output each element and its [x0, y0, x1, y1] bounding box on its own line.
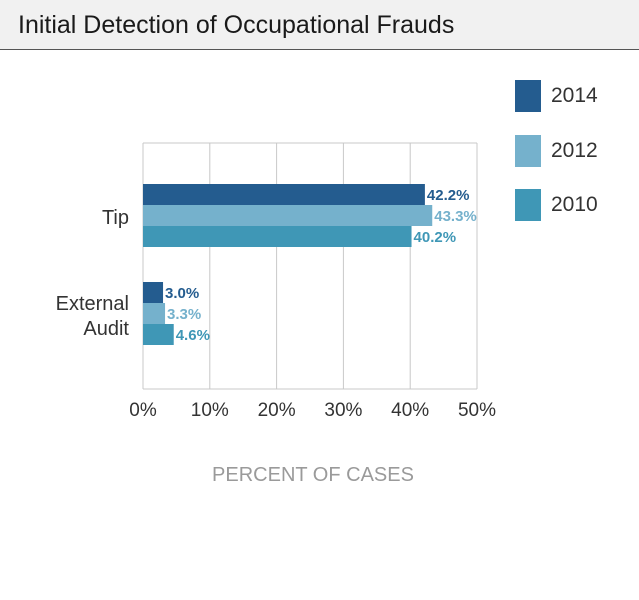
legend-item-2012: 2012 — [515, 135, 635, 169]
chart-title: Initial Detection of Occupational Frauds — [18, 11, 455, 39]
data-label-2010-0: 40.2% — [414, 229, 457, 246]
legend-label-2014: 2014 — [551, 84, 598, 107]
category-label: Tip — [102, 207, 129, 229]
data-label-2014-0: 42.2% — [427, 187, 470, 204]
data-label-2012-0: 43.3% — [434, 208, 477, 225]
bar-2012-1 — [143, 303, 166, 324]
category-label-line: Audit — [83, 318, 129, 340]
bar-2014-1 — [143, 282, 164, 303]
x-tick-label: 0% — [129, 400, 157, 421]
category-label-line: External — [56, 293, 129, 315]
legend-label-2012: 2012 — [551, 139, 598, 162]
category-label: External Audit — [56, 293, 130, 340]
chart-header: Initial Detection of Occupational Frauds — [0, 0, 639, 50]
legend-label-2010: 2010 — [551, 193, 598, 216]
x-tick-label: 50% — [458, 400, 496, 421]
x-tick-label: 30% — [324, 400, 362, 421]
x-tick-label: 10% — [191, 400, 229, 421]
data-label-2014-1: 3.0% — [165, 285, 199, 302]
bar-2010-1 — [143, 324, 174, 345]
legend-swatch-2012 — [515, 135, 541, 167]
bar-2012-0 — [143, 205, 433, 226]
bar-2010-0 — [143, 226, 412, 247]
legend-item-2010: 2010 — [515, 189, 635, 223]
x-axis-title: PERCENT OF CASES — [212, 464, 414, 486]
data-label-2012-1: 3.3% — [167, 306, 201, 323]
legend-item-2014: 2014 — [515, 80, 635, 114]
legend-swatch-2014 — [515, 80, 541, 112]
bar-2014-0 — [143, 184, 425, 205]
x-tick-label: 20% — [258, 400, 296, 421]
x-tick-label: 40% — [391, 400, 429, 421]
legend-swatch-2010 — [515, 189, 541, 221]
data-label-2010-1: 4.6% — [176, 327, 210, 344]
